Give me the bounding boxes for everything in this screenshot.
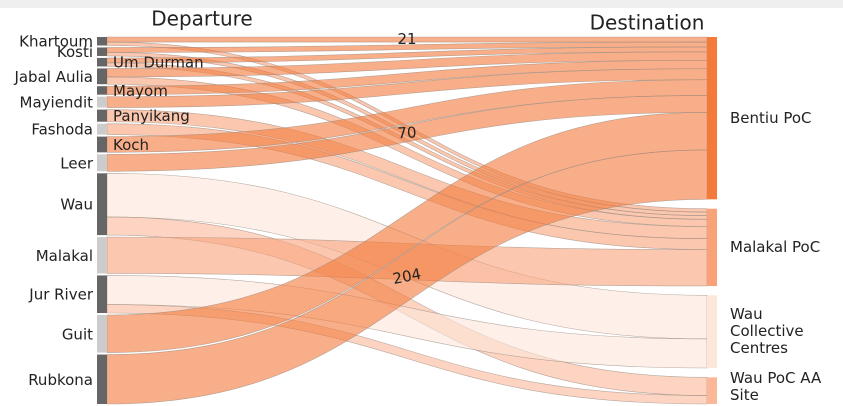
source-label: Jabal Aulia — [13, 68, 93, 86]
source-node — [97, 354, 107, 404]
source-node — [97, 86, 107, 95]
source-node — [97, 275, 107, 314]
source-node — [97, 173, 107, 236]
source-label: Khartoum — [19, 33, 93, 51]
target-label: Bentiu PoC — [730, 108, 812, 127]
source-label: Um Durman — [113, 54, 204, 72]
source-node — [97, 68, 107, 85]
source-label: Rubkona — [28, 371, 93, 389]
target-label: Wau PoC AA Site — [730, 369, 822, 404]
source-label: Wau — [60, 196, 93, 214]
source-label: Mayiendit — [20, 94, 94, 112]
source-label: Guit — [62, 325, 93, 343]
source-node — [97, 123, 107, 135]
source-label: Panyikang — [113, 107, 190, 125]
target-node — [707, 295, 717, 369]
source-node — [97, 109, 107, 122]
source-label: Malakal — [36, 247, 93, 265]
source-node — [97, 47, 107, 56]
source-label: Jur River — [28, 286, 94, 304]
source-node — [97, 37, 107, 46]
source-label: Kosti — [57, 43, 93, 61]
source-node — [97, 57, 107, 67]
target-label: Malakal PoC — [730, 237, 821, 256]
target-node — [707, 377, 717, 404]
source-heading: Departure — [151, 7, 252, 31]
target-node — [707, 37, 717, 200]
source-label: Koch — [113, 136, 149, 154]
target-label: Wau Collective Centres — [730, 305, 804, 358]
source-label: Fashoda — [31, 121, 93, 139]
flow-label: 70 — [397, 123, 417, 142]
source-label: Mayom — [113, 82, 168, 100]
source-node — [97, 315, 107, 353]
source-node — [97, 136, 107, 153]
source-node — [97, 237, 107, 274]
links: 21 70 204 — [106, 30, 708, 405]
flow-label: 21 — [397, 30, 416, 48]
source-node — [97, 154, 107, 172]
target-heading: Destination — [590, 11, 705, 35]
target-node — [707, 208, 717, 286]
flow — [106, 149, 708, 405]
source-node — [97, 96, 107, 108]
flow-label: 204 — [391, 265, 423, 288]
top-strip — [0, 0, 843, 8]
source-label: Leer — [60, 154, 94, 172]
